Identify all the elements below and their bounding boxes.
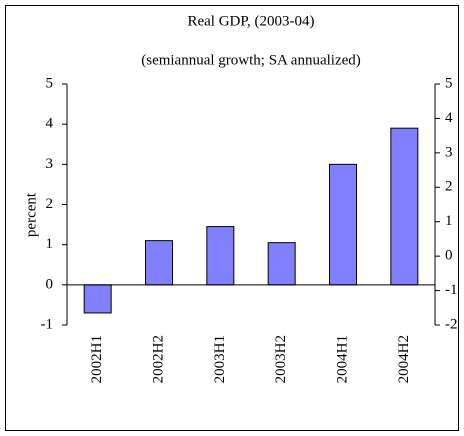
bar xyxy=(83,284,112,314)
y-tick-label: 4 xyxy=(46,116,54,132)
bar xyxy=(267,242,296,286)
y2-tick-label: 0 xyxy=(445,248,453,264)
y-tick-label: 0 xyxy=(46,276,54,292)
chart-title: Real GDP, (2003-04) xyxy=(187,13,314,29)
y-tick-label: 2 xyxy=(46,196,54,212)
y2-tick-label: 2 xyxy=(445,179,453,195)
y-tick-label: 3 xyxy=(46,156,54,172)
bar xyxy=(145,240,173,286)
x-tick-label: 2002H1 xyxy=(89,335,105,383)
bar xyxy=(390,127,419,286)
x-tick-label: 2002H2 xyxy=(150,335,166,383)
x-tick-label: 2003H2 xyxy=(273,335,289,383)
y-tick-label: 5 xyxy=(46,75,54,91)
y2-tick-label: 4 xyxy=(445,110,453,126)
x-tick-label: 2004H1 xyxy=(334,335,350,383)
bar xyxy=(206,226,235,286)
chart-subtitle: (semiannual growth; SA annualized) xyxy=(141,52,361,68)
y-tick-label: -1 xyxy=(41,316,54,332)
y2-tick-label: 5 xyxy=(445,75,453,91)
y2-tick-label: -1 xyxy=(445,282,458,298)
y-tick-label: 1 xyxy=(46,236,54,252)
x-tick-label: 2004H2 xyxy=(396,335,412,383)
x-tick-label: 2003H1 xyxy=(212,335,228,383)
y2-tick-label: 1 xyxy=(445,213,453,229)
y2-tick-label: -2 xyxy=(445,316,458,332)
bar xyxy=(329,163,357,286)
y2-tick-label: 3 xyxy=(445,144,453,160)
chart-border xyxy=(5,5,459,431)
y-axis-label: percent xyxy=(23,192,39,237)
